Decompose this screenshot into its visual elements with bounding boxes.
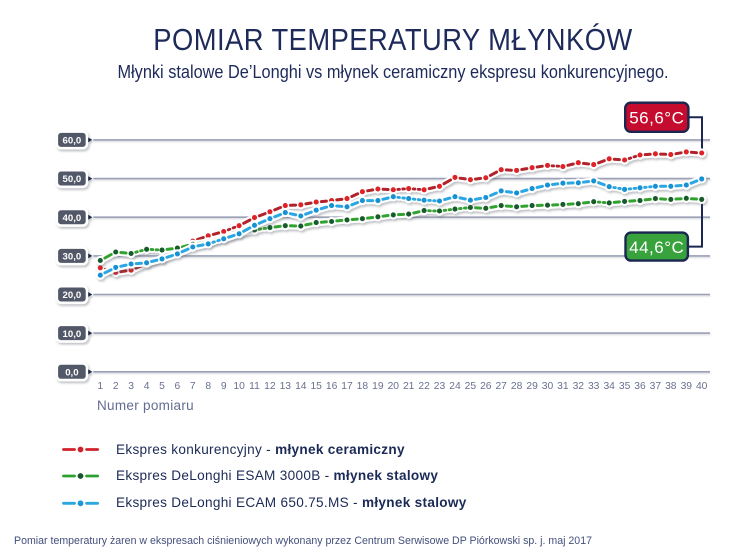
svg-text:32: 32 — [573, 381, 585, 392]
svg-text:6: 6 — [175, 381, 181, 392]
svg-text:12: 12 — [264, 381, 276, 392]
svg-text:16: 16 — [326, 381, 338, 392]
svg-text:56,6°C: 56,6°C — [629, 109, 684, 128]
svg-text:30,0: 30,0 — [63, 252, 82, 263]
svg-text:27: 27 — [495, 381, 507, 392]
svg-text:44,6°C: 44,6°C — [629, 238, 684, 257]
svg-text:4: 4 — [144, 381, 150, 392]
svg-text:60,0: 60,0 — [63, 136, 82, 147]
svg-text:7: 7 — [190, 381, 196, 392]
svg-text:37: 37 — [650, 381, 662, 392]
svg-text:10: 10 — [233, 381, 245, 392]
svg-text:20,0: 20,0 — [63, 290, 82, 301]
svg-text:20: 20 — [388, 381, 400, 392]
svg-text:40,0: 40,0 — [63, 213, 82, 224]
svg-text:23: 23 — [434, 381, 446, 392]
svg-text:39: 39 — [681, 381, 693, 392]
svg-text:9: 9 — [221, 381, 227, 392]
svg-text:40: 40 — [696, 381, 708, 392]
svg-text:1: 1 — [97, 381, 103, 392]
svg-text:33: 33 — [588, 381, 600, 392]
svg-text:10,0: 10,0 — [63, 329, 82, 340]
svg-text:24: 24 — [449, 381, 461, 392]
svg-text:2: 2 — [113, 381, 119, 392]
svg-text:19: 19 — [372, 381, 384, 392]
svg-text:17: 17 — [341, 381, 353, 392]
svg-text:22: 22 — [418, 381, 430, 392]
svg-text:3: 3 — [128, 381, 134, 392]
svg-text:15: 15 — [310, 381, 322, 392]
svg-text:21: 21 — [403, 381, 415, 392]
svg-text:14: 14 — [295, 381, 307, 392]
svg-text:29: 29 — [526, 381, 538, 392]
svg-text:5: 5 — [159, 381, 165, 392]
svg-text:30: 30 — [542, 381, 554, 392]
svg-text:11: 11 — [249, 381, 260, 392]
svg-text:36: 36 — [634, 381, 646, 392]
svg-text:26: 26 — [480, 381, 492, 392]
svg-text:0,0: 0,0 — [65, 367, 78, 378]
svg-text:28: 28 — [511, 381, 523, 392]
svg-text:38: 38 — [665, 381, 677, 392]
svg-text:34: 34 — [603, 381, 615, 392]
svg-text:18: 18 — [357, 381, 369, 392]
svg-text:13: 13 — [280, 381, 292, 392]
svg-text:31: 31 — [557, 381, 569, 392]
svg-text:8: 8 — [205, 381, 211, 392]
svg-text:25: 25 — [465, 381, 477, 392]
svg-text:35: 35 — [619, 381, 631, 392]
svg-text:50,0: 50,0 — [63, 174, 82, 185]
